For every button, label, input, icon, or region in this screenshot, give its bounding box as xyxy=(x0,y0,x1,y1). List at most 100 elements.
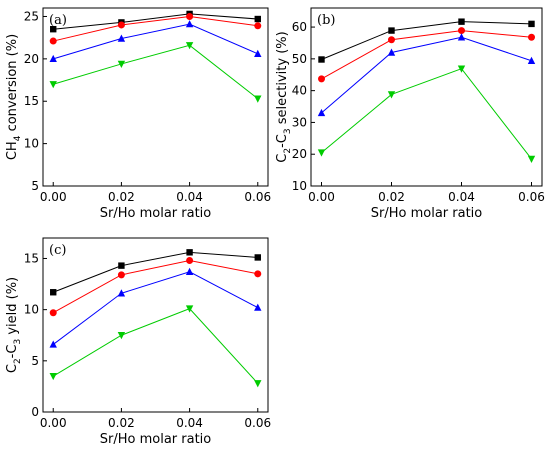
y-tick-label: 5 xyxy=(31,354,39,368)
data-point xyxy=(49,37,57,45)
series-3 xyxy=(49,267,262,348)
data-point xyxy=(388,36,395,44)
y-axis-label: C2-C3 selectivity (%) xyxy=(275,31,293,162)
series-line xyxy=(53,15,258,42)
data-point xyxy=(185,267,194,275)
data-point xyxy=(254,270,262,278)
plot-frame xyxy=(42,7,269,187)
y-tick-label: 60 xyxy=(292,20,307,34)
x-tick-label: 0.06 xyxy=(244,190,271,204)
data-point xyxy=(117,60,126,68)
data-point xyxy=(50,25,57,33)
y-axis-label-text: yield (%) xyxy=(5,277,20,339)
series-1 xyxy=(318,18,535,63)
x-axis-label: Sr/Ho molar ratio xyxy=(100,206,212,221)
x-axis-label: Sr/Ho molar ratio xyxy=(100,432,212,447)
data-point xyxy=(254,15,261,23)
data-point xyxy=(318,75,325,83)
data-point xyxy=(317,149,326,157)
data-point xyxy=(388,27,395,34)
y-tick-label: 40 xyxy=(292,84,307,98)
y-axis-label-text: C xyxy=(275,154,290,163)
y-axis-label-text: CH xyxy=(5,141,20,160)
series-3 xyxy=(49,20,262,63)
plot-frame xyxy=(310,7,543,187)
series-line xyxy=(321,68,532,160)
data-point xyxy=(49,309,57,317)
data-point xyxy=(117,34,126,42)
y-tick-label: 50 xyxy=(292,52,307,66)
series-line xyxy=(321,36,532,114)
data-point xyxy=(254,49,262,57)
y-tick-label: 0 xyxy=(31,405,39,419)
data-point xyxy=(186,249,193,256)
data-point xyxy=(186,257,194,265)
y-tick-label: 15 xyxy=(24,251,39,265)
y-axis-label-subscript: 3 xyxy=(283,128,293,134)
y-axis-label-subscript: 3 xyxy=(13,339,23,345)
chart-panel-2: 10 20 30 40 50 60 0.00 0.02 0.04 0.06 Sr/Ho molar … xyxy=(275,7,545,221)
y-axis-label-text: -C xyxy=(5,345,20,359)
data-point xyxy=(186,12,194,20)
data-point xyxy=(527,155,536,163)
series-line xyxy=(52,271,259,345)
y-tick-label: 15 xyxy=(24,94,39,108)
y-tick-label: 30 xyxy=(292,115,307,129)
data-point xyxy=(457,65,466,73)
data-point xyxy=(318,56,325,63)
y-axis-label-subscript: 2 xyxy=(13,358,23,364)
y-tick-label: 20 xyxy=(292,147,307,161)
y-axis-label-text: conversion (%) xyxy=(5,34,20,136)
data-point xyxy=(527,56,536,64)
x-tick-label: 0.04 xyxy=(176,416,203,430)
series-line xyxy=(321,21,532,60)
x-tick-label: 0.02 xyxy=(108,416,135,430)
y-tick-label: 10 xyxy=(24,303,39,317)
data-point xyxy=(387,48,396,56)
data-point xyxy=(117,271,125,279)
x-tick-label: 0.04 xyxy=(448,190,475,204)
y-axis-label: C2-C3 yield (%) xyxy=(5,277,23,373)
panel-label: (b) xyxy=(317,13,335,28)
x-tick-label: 0.00 xyxy=(40,190,67,204)
series-line xyxy=(53,44,259,100)
data-point xyxy=(458,18,465,25)
data-point xyxy=(185,42,194,50)
series-line xyxy=(321,30,532,80)
series-line xyxy=(53,13,258,30)
data-point xyxy=(254,380,262,388)
y-tick-label: 10 xyxy=(292,179,307,193)
data-point xyxy=(117,21,125,29)
y-axis-label: CH4 conversion (%) xyxy=(5,34,23,160)
data-point xyxy=(254,95,262,103)
data-point xyxy=(117,289,126,297)
x-tick-label: 0.02 xyxy=(378,190,405,204)
series-2 xyxy=(49,12,262,45)
x-tick-label: 0.00 xyxy=(40,416,67,430)
y-tick-label: 10 xyxy=(24,137,39,151)
plot-frame xyxy=(42,237,269,413)
panel-label: (c) xyxy=(49,243,66,258)
series-line xyxy=(53,251,258,293)
series-2 xyxy=(318,27,535,83)
data-point xyxy=(185,305,194,313)
data-point xyxy=(49,340,57,348)
data-point xyxy=(528,20,535,28)
x-axis-label: Sr/Ho molar ratio xyxy=(371,206,483,221)
data-point xyxy=(117,332,126,340)
chart-panel-1: 5 10 15 20 25 0.00 0.02 0.04 0.06 Sr/Ho molar rat… xyxy=(5,7,271,221)
series-2 xyxy=(49,257,262,317)
data-point xyxy=(49,372,57,381)
series-line xyxy=(52,308,259,384)
data-point xyxy=(254,303,262,311)
y-axis-label-subscript: 4 xyxy=(13,135,23,141)
series-4 xyxy=(317,65,536,163)
y-tick-label: 5 xyxy=(31,179,39,193)
data-point xyxy=(317,108,326,117)
series-line xyxy=(53,23,258,60)
series-1 xyxy=(50,249,261,296)
data-point xyxy=(50,289,57,296)
x-tick-label: 0.06 xyxy=(518,190,545,204)
y-axis-label-text: -C xyxy=(275,134,290,148)
